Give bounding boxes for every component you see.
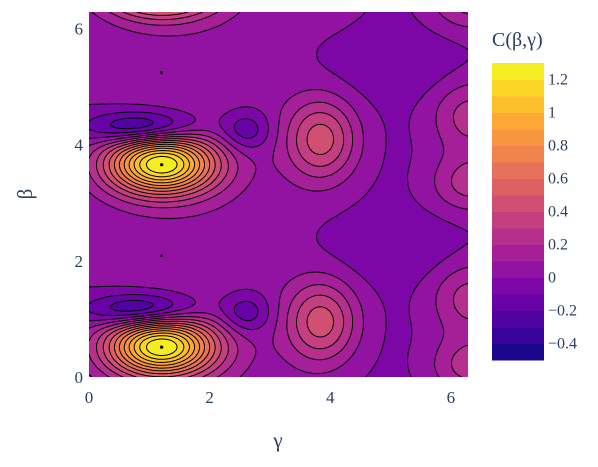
contour-line xyxy=(89,12,468,377)
colorbar-title: C(β,γ) xyxy=(492,29,543,51)
contour-line xyxy=(108,140,216,377)
colorbar-band xyxy=(492,343,544,361)
colorbar-band xyxy=(492,277,544,295)
plot-area xyxy=(89,12,468,377)
colorbar-tick-label: −0.4 xyxy=(548,336,577,353)
colorbar-tick-label: 0 xyxy=(548,270,556,287)
colorbar-band xyxy=(492,96,544,113)
colorbar-band xyxy=(492,195,544,212)
colorbar-tick-label: 1 xyxy=(548,105,556,122)
peak-marker xyxy=(160,163,163,166)
colorbar-band xyxy=(492,162,544,179)
y-tick-label: 4 xyxy=(75,136,84,155)
x-axis-ticks: 0 2 4 6 xyxy=(85,388,455,407)
colorbar-band xyxy=(492,327,544,344)
contour-line xyxy=(118,143,205,372)
colorbar-tick-label: 0.2 xyxy=(548,237,568,254)
colorbar-ticks: 1.2 1 0.8 0.6 0.4 0.2 0 −0.2 −0.4 xyxy=(548,72,577,353)
colorbar-band xyxy=(492,145,544,163)
colorbar-band xyxy=(492,79,544,97)
colorbar xyxy=(492,63,544,361)
contour-line xyxy=(128,147,196,366)
contour-line xyxy=(133,150,190,363)
peak-marker xyxy=(160,345,163,349)
contour-line xyxy=(96,12,345,377)
colorbar-tick-label: 0.4 xyxy=(548,204,568,221)
colorbar-band xyxy=(492,129,544,146)
x-tick-label: 4 xyxy=(326,388,335,407)
y-tick-label: 6 xyxy=(75,19,84,38)
colorbar-band xyxy=(492,63,544,80)
colorbar-band xyxy=(492,228,544,245)
y-tick-label: 0 xyxy=(75,368,84,387)
colorbar-band xyxy=(492,211,544,229)
y-axis-ticks: 0 2 4 6 xyxy=(75,19,84,387)
colorbar-band xyxy=(492,310,544,328)
colorbar-tick-label: 0.6 xyxy=(548,171,568,188)
contour-lines xyxy=(89,12,468,377)
contour-line xyxy=(89,12,468,377)
contour-line xyxy=(89,111,259,322)
peak-marker xyxy=(160,71,163,74)
x-tick-label: 0 xyxy=(85,388,94,407)
contour-line xyxy=(110,117,154,312)
x-axis-title: γ xyxy=(272,428,282,452)
colorbar-band xyxy=(492,294,544,311)
peak-marker xyxy=(160,254,163,257)
contour-line xyxy=(146,155,178,356)
contour-fill xyxy=(89,12,468,377)
contour-line xyxy=(113,142,211,375)
x-tick-label: 6 xyxy=(447,388,456,407)
colorbar-band xyxy=(492,178,544,196)
colorbar-tick-label: 1.2 xyxy=(548,72,568,89)
contour-line xyxy=(123,145,201,369)
contour-line xyxy=(139,152,185,360)
colorbar-tick-label: 0.8 xyxy=(548,138,568,155)
y-axis-title: β xyxy=(13,189,37,200)
colorbar-band xyxy=(492,112,544,130)
colorbar-tick-label: −0.2 xyxy=(548,303,577,320)
contour-line xyxy=(89,12,468,377)
contour-line xyxy=(102,12,335,377)
colorbar-band xyxy=(492,261,544,278)
x-tick-label: 2 xyxy=(205,388,214,407)
y-tick-label: 2 xyxy=(75,252,84,271)
colorbar-band xyxy=(492,244,544,262)
